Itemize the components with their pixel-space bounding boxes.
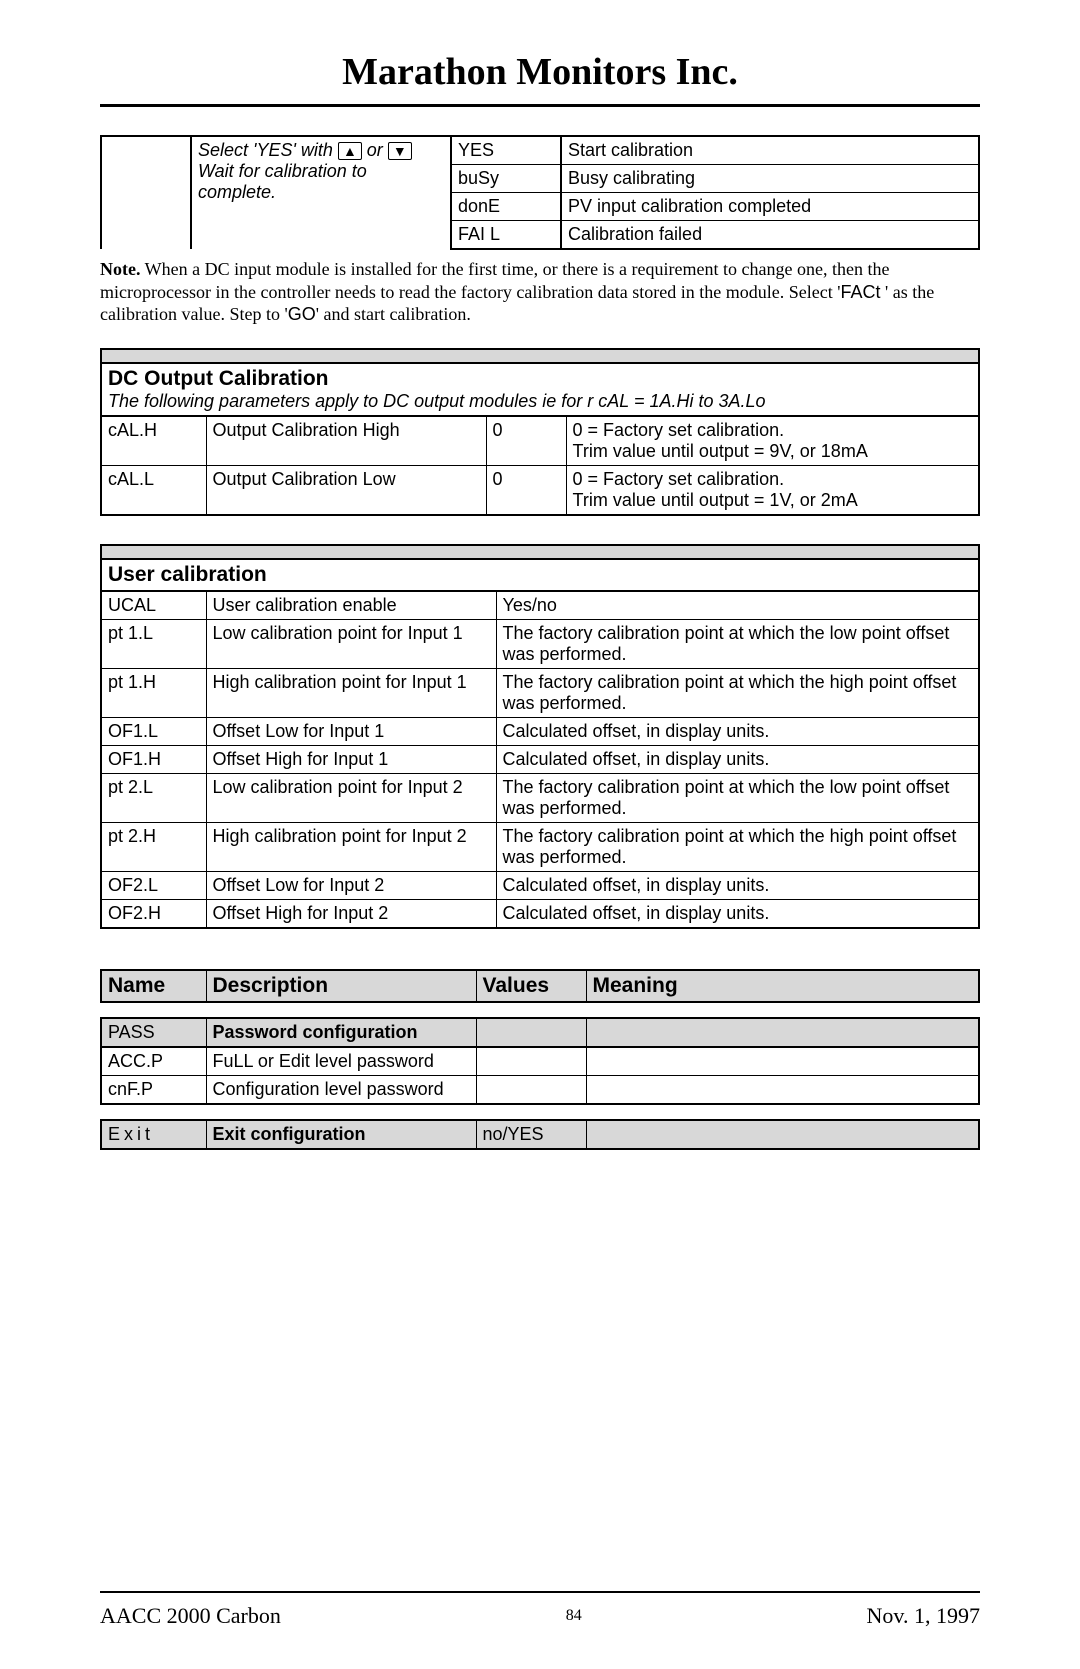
uc-code: OF1.H <box>101 745 206 773</box>
uc-mean: Calculated offset, in display units. <box>496 717 979 745</box>
status-desc: Calibration failed <box>561 221 979 250</box>
exit-desc: Exit configuration <box>206 1120 476 1149</box>
column-header-table: Name Description Values Meaning <box>100 969 980 1003</box>
uc-code: OF1.L <box>101 717 206 745</box>
uc-code: OF2.L <box>101 871 206 899</box>
instruction-line2: Wait for calibration to <box>198 161 367 181</box>
param-mean1: 0 = Factory set calibration. <box>573 469 785 489</box>
uc-code: OF2.H <box>101 899 206 928</box>
status-desc: PV input calibration completed <box>561 193 979 221</box>
col-values: Values <box>476 970 586 1002</box>
status-code: YES <box>451 136 561 165</box>
dc-output-subtitle-f: 3A.Lo <box>718 391 765 411</box>
instruction-line3: complete. <box>198 182 276 202</box>
uc-mean: The factory calibration point at which t… <box>496 668 979 717</box>
pass-code: PASS <box>101 1018 206 1047</box>
param-code: cAL.H <box>101 416 206 466</box>
password-config-table: PASS Password configuration ACC.P FuLL o… <box>100 1017 980 1105</box>
pass-row-desc: FuLL or Edit level password <box>206 1047 476 1076</box>
dc-output-subtitle-c: = <box>629 391 650 411</box>
param-desc: Output Calibration High <box>206 416 486 466</box>
note-code1: FACt <box>840 282 880 302</box>
param-mean1: 0 = Factory set calibration. <box>573 420 785 440</box>
uc-mean: Calculated offset, in display units. <box>496 745 979 773</box>
status-code: FAI L <box>451 221 561 250</box>
uc-desc: Offset Low for Input 2 <box>206 871 496 899</box>
status-code: buSy <box>451 165 561 193</box>
uc-desc: Low calibration point for Input 2 <box>206 773 496 822</box>
param-val: 0 <box>486 416 566 466</box>
uc-desc: High calibration point for Input 1 <box>206 668 496 717</box>
param-val: 0 <box>486 465 566 515</box>
calibration-status-table: Select 'YES' with ▲ or ▼ Wait for calibr… <box>100 135 980 250</box>
instruction-line1-c: with <box>296 140 338 160</box>
status-code: donE <box>451 193 561 221</box>
instruction-line1-b: 'YES' <box>253 140 296 160</box>
down-arrow-icon: ▼ <box>388 142 412 160</box>
note-label: Note. <box>100 259 140 279</box>
uc-desc: Low calibration point for Input 1 <box>206 619 496 668</box>
up-arrow-icon: ▲ <box>338 142 362 160</box>
uc-desc: Offset High for Input 2 <box>206 899 496 928</box>
dc-output-subtitle-e: to <box>693 391 718 411</box>
note-block: Note. When a DC input module is installe… <box>100 258 980 326</box>
uc-mean: The factory calibration point at which t… <box>496 773 979 822</box>
dc-output-title: DC Output Calibration <box>108 367 328 390</box>
pass-row-code: ACC.P <box>101 1047 206 1076</box>
param-code: cAL.L <box>101 465 206 515</box>
note-code2: GO <box>288 304 316 324</box>
instruction-line1-d: or <box>362 140 388 160</box>
header-rule <box>100 104 980 107</box>
dc-output-subtitle-d: 1A.Hi <box>649 391 693 411</box>
dc-output-subtitle-b: r cAL <box>587 391 629 411</box>
param-mean2: Trim value until output = 1V, or 2mA <box>573 490 858 510</box>
uc-code: pt 1.L <box>101 619 206 668</box>
param-mean2: Trim value until output = 9V, or 18mA <box>573 441 868 461</box>
col-description: Description <box>206 970 476 1002</box>
param-desc: Output Calibration Low <box>206 465 486 515</box>
uc-mean: The factory calibration point at which t… <box>496 822 979 871</box>
uc-mean: Yes/no <box>496 591 979 620</box>
footer-left: AACC 2000 Carbon <box>100 1603 281 1629</box>
exit-code: Exit <box>101 1120 206 1149</box>
page-footer: AACC 2000 Carbon 84 Nov. 1, 1997 <box>100 1591 980 1629</box>
exit-config-table: Exit Exit configuration no/YES <box>100 1119 980 1150</box>
user-cal-title: User calibration <box>108 563 267 586</box>
uc-desc: Offset Low for Input 1 <box>206 717 496 745</box>
col-meaning: Meaning <box>586 970 979 1002</box>
pass-row-desc: Configuration level password <box>206 1075 476 1104</box>
dc-output-table: DC Output Calibration The following para… <box>100 348 980 516</box>
note-body3: ' and start calibration. <box>316 304 471 324</box>
pass-desc: Password configuration <box>206 1018 476 1047</box>
dc-output-subtitle-a: The following parameters apply to DC out… <box>108 391 587 411</box>
footer-page-number: 84 <box>566 1607 582 1625</box>
status-desc: Start calibration <box>561 136 979 165</box>
exit-val: no/YES <box>476 1120 586 1149</box>
uc-code: pt 1.H <box>101 668 206 717</box>
uc-mean: Calculated offset, in display units. <box>496 899 979 928</box>
user-calibration-table: User calibration UCALUser calibration en… <box>100 544 980 929</box>
page-title: Marathon Monitors Inc. <box>100 50 980 94</box>
uc-code: pt 2.L <box>101 773 206 822</box>
uc-code: pt 2.H <box>101 822 206 871</box>
instruction-line1-a: Select <box>198 140 253 160</box>
uc-desc: High calibration point for Input 2 <box>206 822 496 871</box>
uc-desc: User calibration enable <box>206 591 496 620</box>
uc-code: UCAL <box>101 591 206 620</box>
footer-rule <box>100 1591 980 1593</box>
uc-desc: Offset High for Input 1 <box>206 745 496 773</box>
status-desc: Busy calibrating <box>561 165 979 193</box>
footer-right: Nov. 1, 1997 <box>867 1603 980 1629</box>
uc-mean: Calculated offset, in display units. <box>496 871 979 899</box>
note-body1: When a DC input module is installed for … <box>100 259 889 302</box>
uc-mean: The factory calibration point at which t… <box>496 619 979 668</box>
pass-row-code: cnF.P <box>101 1075 206 1104</box>
col-name: Name <box>101 970 206 1002</box>
